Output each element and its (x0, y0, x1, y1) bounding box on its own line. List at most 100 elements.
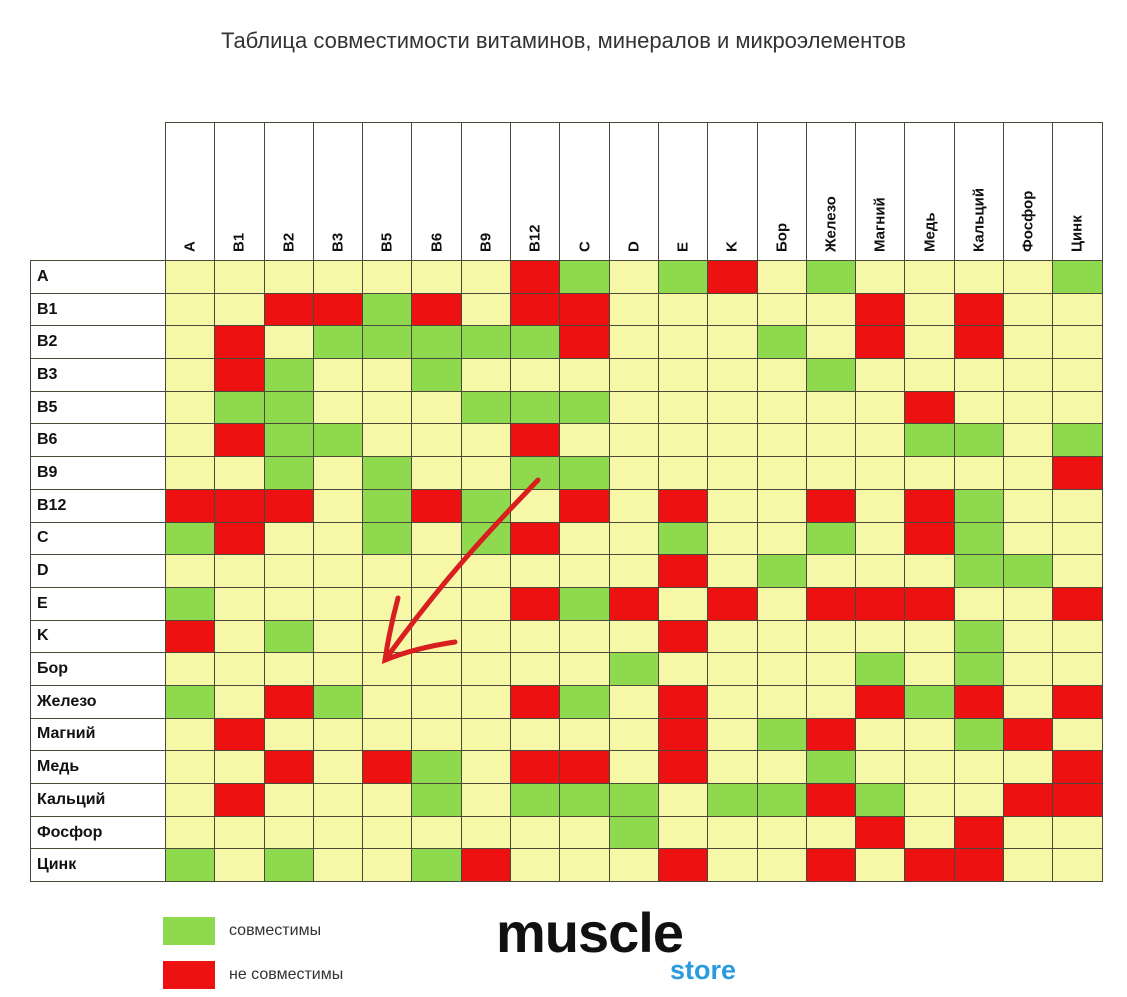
cell-incompatible (953, 325, 1005, 360)
table-row: B3 (30, 358, 1103, 392)
cell-neutral (312, 260, 364, 294)
cell-compatible (510, 783, 561, 817)
table-row: B6 (30, 423, 1103, 458)
cell-neutral (411, 521, 462, 556)
table-row: Железо (30, 684, 1103, 719)
cell-neutral (855, 619, 906, 654)
column-header: B2 (263, 122, 314, 261)
cell-neutral (608, 848, 659, 883)
cell-incompatible (805, 586, 857, 621)
column-header: Медь (904, 122, 955, 261)
cell-neutral (312, 783, 364, 817)
column-header: K (707, 122, 758, 261)
column-header: Цинк (1052, 122, 1103, 261)
cell-neutral (1052, 292, 1103, 327)
compatibility-table: A B1 B2 B3 B5 B6 B9 B12 C D E K Бор Железо Магний Медь К… (30, 122, 1103, 883)
cell-neutral (608, 260, 659, 294)
cell-neutral (164, 554, 216, 588)
cell-compatible (953, 619, 1005, 654)
cell-neutral (855, 717, 906, 752)
cell-neutral (707, 684, 758, 719)
cell-neutral (559, 815, 610, 850)
cell-neutral (263, 521, 314, 556)
cell-neutral (362, 783, 413, 817)
cell-compatible (411, 325, 462, 360)
cell-neutral (214, 848, 265, 883)
cell-compatible (855, 783, 906, 817)
cell-neutral (1003, 815, 1054, 850)
cell-neutral (312, 358, 364, 392)
cell-compatible (263, 390, 314, 425)
cell-neutral (707, 848, 758, 883)
cell-neutral (707, 750, 758, 784)
cell-incompatible (214, 358, 265, 392)
cell-incompatible (657, 848, 709, 883)
cell-neutral (214, 619, 265, 654)
cell-incompatible (1003, 783, 1054, 817)
column-header: B1 (214, 122, 265, 261)
cell-compatible (756, 783, 807, 817)
cell-compatible (904, 684, 955, 719)
cell-neutral (164, 260, 216, 294)
cell-incompatible (559, 292, 610, 327)
cell-neutral (312, 586, 364, 621)
cell-compatible (657, 521, 709, 556)
cell-incompatible (164, 619, 216, 654)
row-label: C (30, 521, 166, 556)
row-label: Железо (30, 684, 166, 719)
cell-neutral (707, 358, 758, 392)
cell-compatible (657, 260, 709, 294)
cell-neutral (312, 554, 364, 588)
cell-neutral (608, 521, 659, 556)
cell-neutral (1003, 292, 1054, 327)
legend-green-swatch (163, 917, 215, 945)
cell-neutral (1052, 652, 1103, 686)
logo-store: store (670, 955, 737, 985)
cell-neutral (855, 358, 906, 392)
cell-compatible (855, 652, 906, 686)
cell-compatible (953, 717, 1005, 752)
row-label: B2 (30, 325, 166, 360)
cell-incompatible (263, 488, 314, 523)
cell-incompatible (510, 684, 561, 719)
cell-compatible (312, 684, 364, 719)
cell-neutral (559, 652, 610, 686)
cell-neutral (1052, 554, 1103, 588)
cell-incompatible (1052, 456, 1103, 490)
cell-compatible (362, 488, 413, 523)
cell-incompatible (953, 848, 1005, 883)
cell-neutral (707, 390, 758, 425)
cell-neutral (707, 815, 758, 850)
cell-compatible (1003, 554, 1054, 588)
cell-neutral (312, 619, 364, 654)
cell-neutral (904, 325, 955, 360)
cell-neutral (756, 456, 807, 490)
cell-neutral (559, 619, 610, 654)
cell-compatible (362, 456, 413, 490)
cell-neutral (657, 325, 709, 360)
cell-incompatible (904, 586, 955, 621)
cell-neutral (1052, 717, 1103, 752)
cell-neutral (657, 456, 709, 490)
cell-neutral (608, 325, 659, 360)
cell-compatible (263, 619, 314, 654)
cell-compatible (411, 750, 462, 784)
row-label: Медь (30, 750, 166, 784)
cell-compatible (214, 390, 265, 425)
cell-compatible (805, 358, 857, 392)
cell-incompatible (510, 586, 561, 621)
column-header: A (164, 122, 216, 261)
cell-neutral (1003, 652, 1054, 686)
cell-neutral (460, 783, 512, 817)
legend-compatible-label: совместимы (229, 922, 322, 939)
cell-neutral (411, 423, 462, 458)
cell-neutral (362, 848, 413, 883)
cell-neutral (1052, 619, 1103, 654)
cell-neutral (904, 652, 955, 686)
cell-neutral (608, 554, 659, 588)
cell-neutral (559, 423, 610, 458)
cell-neutral (904, 783, 955, 817)
cell-neutral (1052, 358, 1103, 392)
cell-compatible (164, 586, 216, 621)
